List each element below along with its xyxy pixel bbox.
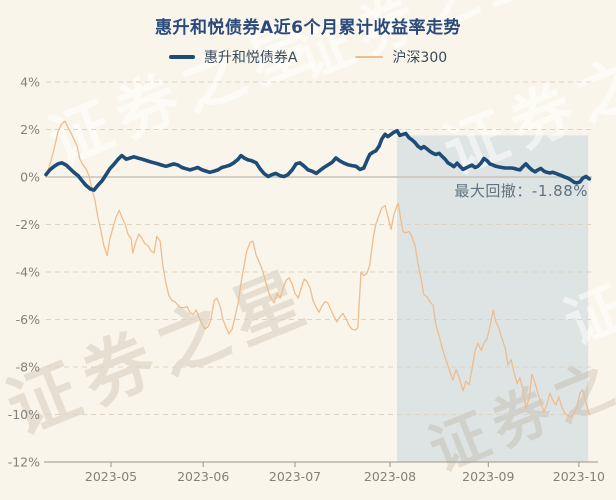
- fund-line-swatch-icon: [168, 55, 195, 59]
- y-axis-label: -10%: [8, 407, 40, 422]
- y-axis-label: -6%: [16, 312, 40, 327]
- chart-title: 惠升和悦债券A近6个月累计收益率走势: [155, 18, 461, 38]
- legend-label-benchmark: 沪深300: [392, 50, 448, 66]
- legend-label-fund: 惠升和悦债券A: [203, 50, 298, 66]
- x-axis-label: 2023-08: [364, 469, 416, 484]
- chart-header: 惠升和悦债券A近6个月累计收益率走势 惠升和悦债券A 沪深300: [0, 0, 616, 67]
- watermark-text: 证券之星: [0, 254, 325, 451]
- legend-item-fund[interactable]: 惠升和悦债券A: [168, 47, 298, 67]
- x-axis-label: 2023-06: [177, 469, 229, 484]
- y-axis-label: -2%: [16, 217, 40, 232]
- legend: 惠升和悦债券A 沪深300: [0, 47, 616, 67]
- x-axis-label: 2023-07: [269, 469, 321, 484]
- benchmark-line-swatch-icon: [355, 56, 384, 58]
- y-axis-label: 4%: [20, 75, 40, 90]
- max-drawdown-region: [397, 135, 589, 462]
- legend-item-benchmark[interactable]: 沪深300: [355, 47, 447, 67]
- y-axis-label: 0%: [20, 170, 40, 185]
- x-axis-label: 2023-05: [85, 469, 137, 484]
- x-axis-label: 2023-09: [462, 469, 514, 484]
- benchmark-line: [45, 120, 590, 418]
- y-axis-label: -8%: [16, 360, 40, 375]
- fund-line: [44, 128, 592, 192]
- x-axis-label: 2023-10: [553, 469, 605, 484]
- y-axis-label: -12%: [8, 455, 40, 470]
- y-axis-label: 2%: [20, 122, 40, 137]
- max-drawdown-label: 最大回撤：-1.88%: [454, 182, 588, 200]
- y-axis-label: -4%: [16, 265, 40, 280]
